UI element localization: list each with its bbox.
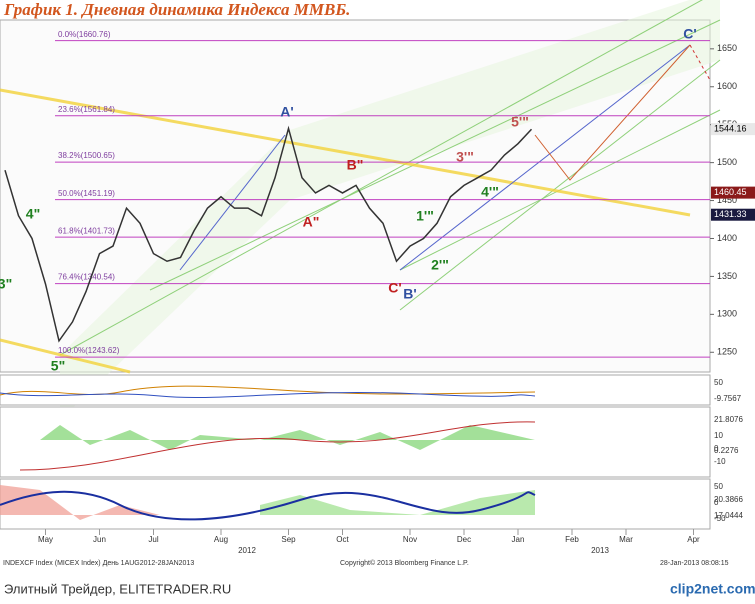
x-tick-label: Sep bbox=[281, 535, 296, 544]
y-tick-label: 1500 bbox=[717, 157, 737, 167]
panel-label: 50 bbox=[714, 482, 723, 491]
wave-label: A' bbox=[280, 104, 293, 120]
x-tick-label: Aug bbox=[214, 535, 228, 544]
chart-title: График 1. Дневная динамика Индекса ММВБ. bbox=[3, 0, 350, 19]
price-line bbox=[4, 125, 533, 343]
site: Элитный Трейдер, ELITETRADER.RU bbox=[4, 581, 231, 596]
panel-label: 10 bbox=[714, 431, 723, 440]
y-tick-label: 1450 bbox=[717, 195, 737, 205]
wave-label: 3'" bbox=[456, 149, 474, 165]
x-tick-label: Jan bbox=[512, 535, 525, 544]
timestamp: 28-Jan-2013 08:08:15 bbox=[660, 560, 729, 567]
y-tick-label: 1650 bbox=[717, 43, 737, 53]
wave-label: 3" bbox=[0, 276, 12, 292]
panel-label: -9.7567 bbox=[714, 394, 742, 403]
copyright: Copyright© 2013 Bloomberg Finance L.P. bbox=[340, 559, 469, 567]
year-label: 2012 bbox=[238, 546, 256, 555]
source: INDEXCF Index (MICEX Index) День 1AUG201… bbox=[3, 560, 194, 567]
y-tick-label: 1350 bbox=[717, 271, 737, 281]
x-tick-label: Jun bbox=[93, 535, 106, 544]
price-box bbox=[711, 123, 755, 136]
panel-label: 0.2276 bbox=[714, 446, 739, 455]
wave-label: 4" bbox=[26, 206, 40, 222]
x-tick-label: Feb bbox=[565, 535, 579, 544]
logo: clip2net.com bbox=[670, 581, 755, 597]
year-label: 2013 bbox=[591, 546, 609, 555]
indicator-panel bbox=[0, 374, 711, 406]
wave-label: 4'" bbox=[481, 184, 499, 200]
panel-label: 0 bbox=[714, 444, 719, 453]
fib-label: 100.0%(1243.62) bbox=[58, 346, 120, 355]
y-tick-label: 1600 bbox=[717, 81, 737, 91]
wave-label: 5" bbox=[51, 358, 65, 374]
wave-label: 1'" bbox=[416, 208, 434, 224]
fib-label: 76.4%(1340.54) bbox=[58, 273, 115, 282]
footer-bar bbox=[0, 576, 755, 604]
price-label: 1544.16 bbox=[714, 123, 747, 133]
x-tick-label: Oct bbox=[336, 535, 349, 544]
panel-label: -10 bbox=[714, 457, 726, 466]
wave-label: A" bbox=[303, 214, 320, 230]
price-label: 1431.33 bbox=[714, 209, 747, 219]
y-tick-label: 1300 bbox=[717, 309, 737, 319]
fib-label: 23.6%(1561.84) bbox=[58, 105, 115, 114]
wave-label: 2'" bbox=[431, 257, 449, 273]
indicator-panel bbox=[0, 478, 711, 530]
panel-label: 21.8076 bbox=[714, 415, 743, 424]
wave-label: B" bbox=[347, 157, 364, 173]
wave-label: C' bbox=[388, 280, 401, 296]
panel-label: 50 bbox=[714, 378, 723, 387]
fib-label: 61.8%(1401.73) bbox=[58, 226, 115, 235]
wave-label: 5'" bbox=[511, 114, 529, 130]
indicator-shapes bbox=[0, 385, 536, 521]
x-tick-label: Mar bbox=[619, 535, 633, 544]
x-tick-label: Apr bbox=[687, 535, 700, 544]
x-tick-label: May bbox=[38, 535, 53, 544]
panel-label: 17.0444 bbox=[714, 511, 743, 520]
panel-label: 0 bbox=[714, 498, 719, 507]
panel-label: 20.3866 bbox=[714, 495, 743, 504]
fib-label: 50.0%(1451.19) bbox=[58, 189, 115, 198]
panel-label: -50 bbox=[714, 514, 726, 523]
price-box bbox=[711, 208, 755, 221]
wave-label: C' bbox=[683, 26, 696, 42]
x-tick-label: Nov bbox=[403, 535, 417, 544]
y-tick-label: 1400 bbox=[717, 233, 737, 243]
trend-channels bbox=[0, 0, 721, 420]
y-tick-label: 1250 bbox=[717, 347, 737, 357]
fib-label: 38.2%(1500.65) bbox=[58, 151, 115, 160]
wave-label: B' bbox=[403, 286, 416, 302]
x-tick-label: Jul bbox=[148, 535, 158, 544]
x-tick-label: Dec bbox=[457, 535, 471, 544]
price-label: 1460.45 bbox=[714, 187, 747, 197]
price-box bbox=[711, 186, 755, 199]
fib-label: 0.0%(1660.76) bbox=[58, 30, 111, 39]
